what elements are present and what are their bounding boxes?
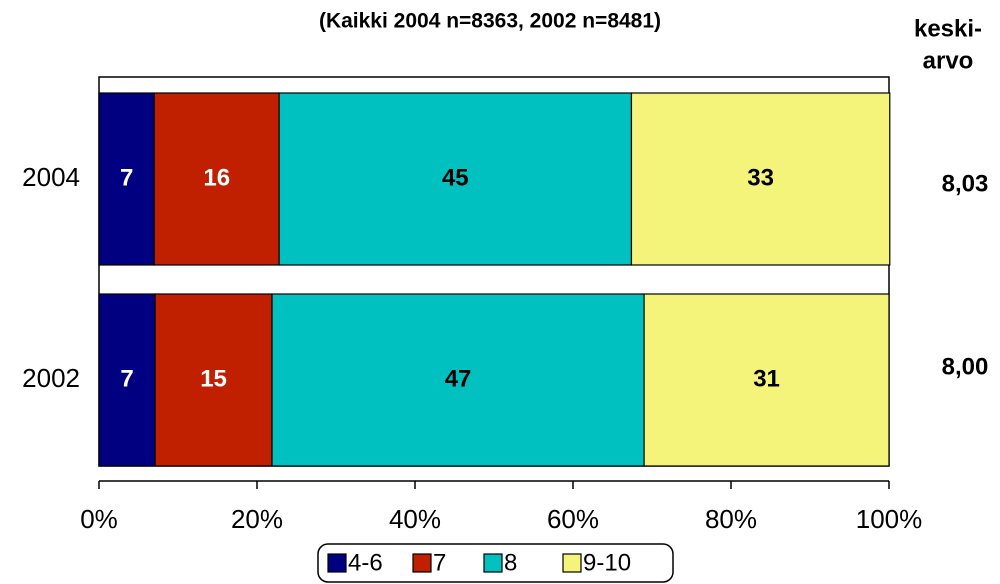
y-tick-label: 2004 <box>22 162 80 192</box>
data-label: 33 <box>747 164 774 191</box>
bar-segment <box>643 293 890 467</box>
data-label: 47 <box>445 365 472 392</box>
legend-label: 8 <box>504 549 517 576</box>
data-label: 31 <box>753 365 780 392</box>
data-label: 45 <box>442 164 469 191</box>
x-tick-label: 80% <box>705 504 757 534</box>
legend-swatch <box>412 553 432 573</box>
legend-swatch <box>562 553 582 573</box>
y-tick-label: 2002 <box>22 363 80 393</box>
x-tick-label: 100% <box>856 504 923 534</box>
x-tick-label: 60% <box>547 504 599 534</box>
mean-header: arvo <box>923 47 974 74</box>
bar-segment <box>154 293 273 467</box>
bar-segment <box>98 92 155 266</box>
legend-label: 7 <box>433 549 446 576</box>
x-tick-label: 20% <box>231 504 283 534</box>
bar-segment <box>278 92 633 266</box>
bar-segment <box>98 293 156 467</box>
data-label: 7 <box>120 365 133 392</box>
bar-segment <box>153 92 280 266</box>
mean-value: 8,03 <box>942 170 989 197</box>
legend-swatch <box>483 553 503 573</box>
x-tick-label: 40% <box>389 504 441 534</box>
mean-value: 8,00 <box>942 353 989 380</box>
data-label: 7 <box>120 164 133 191</box>
bar-segment <box>630 92 891 266</box>
data-label: 15 <box>200 365 227 392</box>
bar-segment <box>271 293 645 467</box>
legend-swatch <box>327 553 347 573</box>
legend-label: 9-10 <box>583 549 631 576</box>
chart-title: (Kaikki 2004 n=8363, 2002 n=8481) <box>319 10 661 33</box>
data-label: 16 <box>203 164 230 191</box>
x-tick-label: 0% <box>80 504 118 534</box>
legend-label: 4-6 <box>348 549 383 576</box>
mean-header: keski- <box>914 15 982 42</box>
